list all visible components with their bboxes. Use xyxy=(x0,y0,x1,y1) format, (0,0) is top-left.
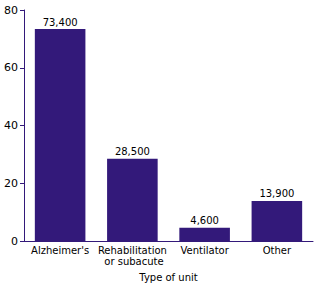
svg-text:Ventilator: Ventilator xyxy=(180,245,229,256)
svg-text:Rehabilitation: Rehabilitation xyxy=(98,245,167,256)
svg-text:73,400: 73,400 xyxy=(43,17,78,28)
svg-text:Other: Other xyxy=(263,245,292,256)
svg-text:20: 20 xyxy=(4,177,18,190)
svg-text:40: 40 xyxy=(4,119,18,132)
svg-text:80: 80 xyxy=(4,4,18,17)
svg-text:Alzheimer's: Alzheimer's xyxy=(31,245,89,256)
svg-text:28,500: 28,500 xyxy=(115,146,150,157)
svg-text:0: 0 xyxy=(11,235,18,248)
svg-text:or subacute: or subacute xyxy=(101,256,164,267)
svg-text:60: 60 xyxy=(4,61,18,74)
svg-text:Type of unit: Type of unit xyxy=(138,272,197,283)
svg-text:13,900: 13,900 xyxy=(259,188,294,199)
svg-text:4,600: 4,600 xyxy=(190,215,219,226)
